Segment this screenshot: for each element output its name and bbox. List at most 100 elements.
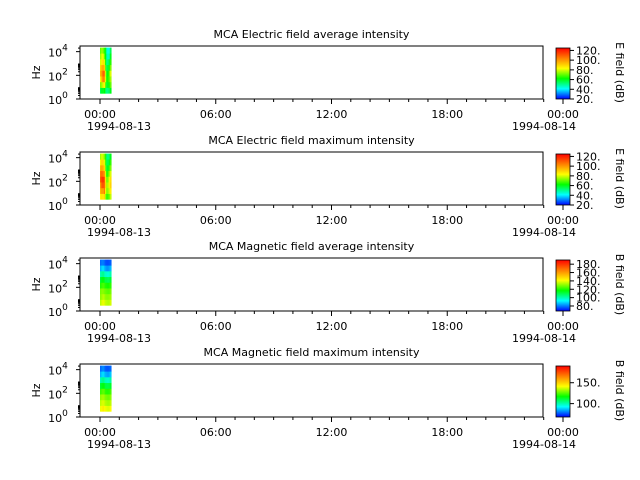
spectrogram-cell: [101, 271, 103, 278]
spectrogram-cell: [103, 276, 106, 283]
colorbar-tick-label: 180.: [576, 258, 601, 271]
spectrogram-cell: [105, 282, 107, 289]
spectrogram-cell: [106, 405, 108, 412]
spectrogram-cell: [107, 388, 110, 395]
spectrogram-cell: [105, 47, 107, 54]
plot-frame: [79, 151, 544, 206]
spectrogram-cell: [110, 176, 112, 183]
y-tick-label: 104: [48, 44, 68, 60]
spectrogram-cell: [103, 47, 106, 54]
spectrogram-cell: [102, 59, 105, 66]
spectrogram-cell: [110, 259, 112, 266]
spectrogram-cell: [107, 165, 110, 172]
spectrogram-cell: [103, 153, 106, 160]
panel-4: MCA Magnetic field maximum intensity 100 1…: [30, 346, 626, 451]
spectrogram-cell: [100, 87, 102, 94]
colorbar: 80.100.120.140.160.180. B field (dB): [555, 254, 626, 315]
x-tick-label: 12:00: [316, 426, 348, 439]
colorbar: 20.40.60.80.100.120. E field (dB): [555, 148, 626, 212]
x-tick-label: 06:00: [200, 108, 232, 121]
spectrogram-cell: [105, 365, 107, 372]
x-tick-label: 00:00: [84, 426, 116, 439]
y-axis-label: Hz: [30, 65, 43, 79]
x-tick-label: 12:00: [316, 214, 348, 227]
spectrogram-cell: [105, 159, 107, 166]
spectrogram-cell: [108, 394, 111, 401]
date-label-start: 1994-08-13: [87, 120, 151, 133]
spectrogram-cell: [100, 47, 102, 54]
spectrogram-cell: [110, 70, 112, 77]
spectrogram-cell: [108, 271, 111, 278]
spectrogram-cell: [101, 64, 103, 71]
spectrogram-cell: [101, 259, 103, 266]
spectrogram-cell: [110, 87, 112, 94]
spectrogram-cell: [103, 64, 106, 71]
colorbar-tick-label: 100.: [576, 54, 601, 67]
spectrogram-cell: [103, 59, 106, 66]
spectrogram-cell: [105, 377, 107, 384]
spectrogram-cell: [103, 81, 106, 88]
spectrogram-cell: [101, 371, 103, 378]
y-tick-label: 100: [48, 303, 68, 319]
spectrogram-cell: [110, 293, 112, 300]
spectrogram-cell: [110, 64, 112, 71]
y-tick-label: 102: [48, 173, 68, 189]
spectrogram-cell: [102, 377, 105, 384]
spectrogram-cell: [108, 265, 111, 272]
spectrogram-cell: [107, 76, 110, 83]
colorbar-scale: [555, 365, 571, 418]
date-label-end: 1994-08-14: [512, 120, 576, 133]
spectrogram-cell: [110, 47, 112, 54]
x-tick-label: 12:00: [316, 320, 348, 333]
spectrogram-cell: [108, 259, 111, 266]
panel-title: MCA Magnetic field maximum intensity: [204, 346, 420, 359]
spectrogram-cell: [101, 388, 103, 395]
spectrogram-cell: [105, 259, 107, 266]
spectrogram-cell: [102, 159, 105, 166]
spectrogram-cell: [106, 87, 108, 94]
spectrogram-cell: [108, 382, 111, 389]
spectrogram-cell: [110, 153, 112, 160]
spectrogram-cell: [110, 288, 112, 295]
spectrogram-cell: [106, 365, 108, 372]
spectrogram-cell: [107, 371, 110, 378]
spectrogram-cell: [110, 193, 112, 200]
spectrogram-cell: [105, 265, 107, 272]
spectrogram-cell: [101, 193, 103, 200]
spectrogram-cell: [108, 388, 111, 395]
spectrogram-cell: [101, 276, 103, 283]
spectrogram-cell: [107, 64, 110, 71]
spectrogram-cell: [100, 276, 102, 283]
spectrogram-cell: [100, 64, 102, 71]
x-tick-label: 18:00: [431, 214, 463, 227]
spectrogram-cell: [100, 193, 102, 200]
spectrogram-cell: [110, 382, 112, 389]
y-tick-label: 104: [48, 256, 68, 272]
spectrogram-cell: [100, 70, 102, 77]
spectrogram-cell: [101, 377, 103, 384]
spectrogram-cell: [106, 53, 108, 60]
spectrogram-cell: [106, 159, 108, 166]
spectrogram-cell: [100, 382, 102, 389]
spectrogram-cell: [108, 182, 111, 189]
spectrogram: [100, 259, 112, 306]
spectrogram-cell: [102, 293, 105, 300]
colorbar-scale: [555, 47, 571, 100]
spectrogram-cell: [100, 187, 102, 194]
spectrogram-cell: [108, 377, 111, 384]
spectrogram-cell: [107, 365, 110, 372]
spectrogram-cell: [108, 365, 111, 372]
colorbar-tick-label: 140.: [576, 275, 601, 288]
date-label-end: 1994-08-14: [512, 226, 576, 239]
spectrogram-cell: [105, 165, 107, 172]
spectrogram-cell: [107, 187, 110, 194]
spectrogram-cell: [108, 87, 111, 94]
spectrogram-cell: [106, 259, 108, 266]
spectrogram-cell: [102, 265, 105, 272]
y-axis-label: Hz: [30, 277, 43, 291]
spectrogram-cell: [106, 399, 108, 406]
spectrogram-cell: [105, 153, 107, 160]
spectrogram-cell: [103, 259, 106, 266]
spectrogram-cell: [110, 53, 112, 60]
